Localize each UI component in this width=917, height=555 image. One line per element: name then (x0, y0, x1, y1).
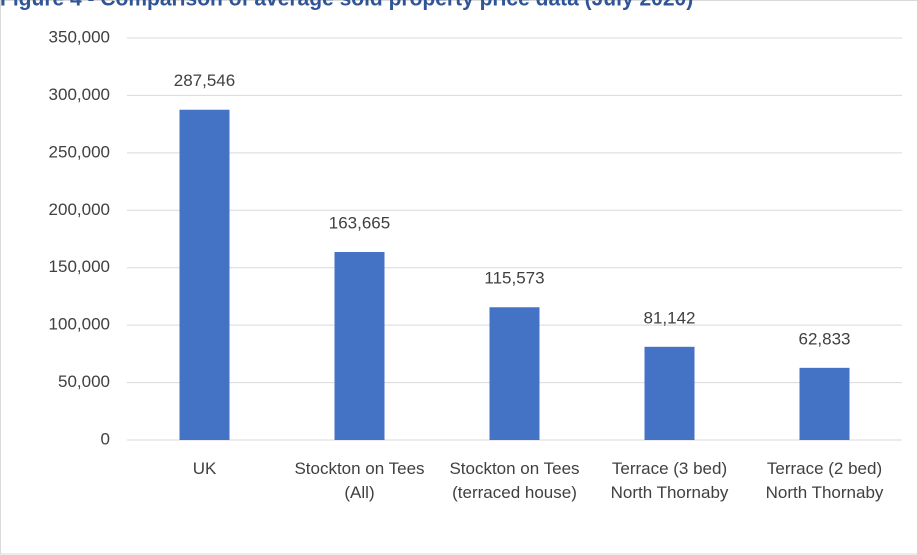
bar (179, 109, 230, 440)
x-tick-label: Stockton on Tees (terraced house) (449, 459, 580, 502)
x-tick-label: UK (192, 459, 217, 478)
data-label: 115,573 (484, 269, 544, 288)
y-tick-label: 150,000 (49, 257, 110, 276)
y-tick-label: 350,000 (49, 27, 110, 46)
x-tick-label: Terrace (3 bed) North Thornaby (610, 459, 729, 502)
y-tick-label: 300,000 (49, 85, 110, 104)
data-label: 163,665 (329, 214, 390, 233)
x-tick-label: Terrace (2 bed) North Thornaby (765, 459, 884, 502)
bar (489, 307, 540, 440)
y-tick-label: 100,000 (49, 315, 110, 334)
data-label: 81,142 (644, 308, 696, 327)
y-tick-label: 200,000 (49, 200, 110, 219)
data-label: 62,833 (799, 329, 851, 348)
y-tick-label: 0 (101, 429, 110, 448)
y-tick-label: 50,000 (58, 372, 110, 391)
bar (334, 252, 385, 440)
bar (644, 346, 695, 440)
chart-title: Figure 4 - Comparison of average sold pr… (0, 0, 693, 11)
data-label: 287,546 (174, 71, 235, 90)
x-tick-label: Stockton on Tees (All) (294, 459, 425, 502)
bar (799, 367, 850, 440)
y-tick-label: 250,000 (49, 142, 110, 161)
